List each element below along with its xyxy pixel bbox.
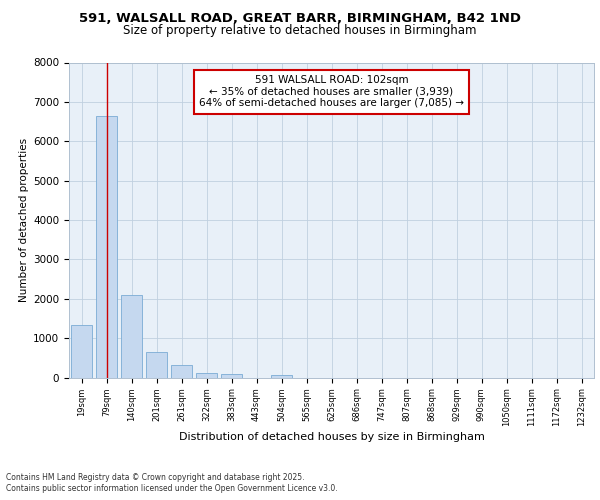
Bar [221,374,242,378]
Bar [146,352,167,378]
Bar [271,376,292,378]
Bar [196,373,217,378]
Bar [121,295,142,378]
Text: 591, WALSALL ROAD, GREAT BARR, BIRMINGHAM, B42 1ND: 591, WALSALL ROAD, GREAT BARR, BIRMINGHA… [79,12,521,24]
Text: Contains public sector information licensed under the Open Government Licence v3: Contains public sector information licen… [6,484,338,493]
Y-axis label: Number of detached properties: Number of detached properties [19,138,29,302]
Text: Size of property relative to detached houses in Birmingham: Size of property relative to detached ho… [123,24,477,37]
Text: Contains HM Land Registry data © Crown copyright and database right 2025.: Contains HM Land Registry data © Crown c… [6,472,305,482]
Text: 591 WALSALL ROAD: 102sqm
← 35% of detached houses are smaller (3,939)
64% of sem: 591 WALSALL ROAD: 102sqm ← 35% of detach… [199,75,464,108]
Bar [96,116,117,378]
X-axis label: Distribution of detached houses by size in Birmingham: Distribution of detached houses by size … [179,432,484,442]
Bar [71,324,92,378]
Bar [171,366,192,378]
